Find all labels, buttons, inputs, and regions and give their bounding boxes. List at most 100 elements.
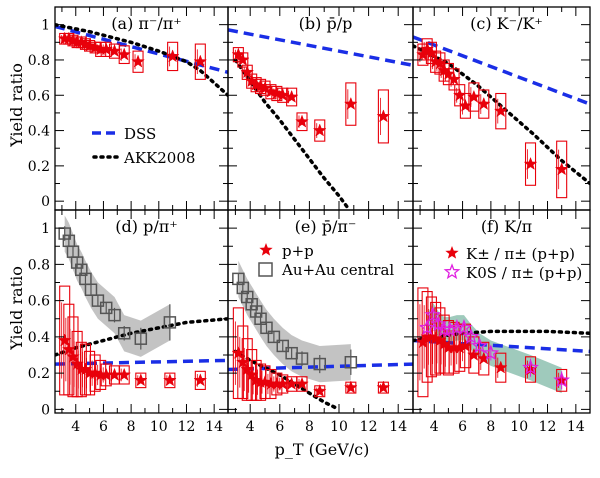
x-tick-label: 14	[205, 419, 223, 435]
pp-marker	[61, 342, 76, 356]
pp-marker	[57, 333, 72, 347]
pp-marker	[493, 103, 508, 117]
pp-marker	[235, 355, 250, 369]
pp-marker	[131, 54, 145, 68]
pp-marker	[312, 123, 327, 137]
panel-e: 4 6 8 10 12 14 (e) p̄/π⁻	[227, 209, 414, 435]
k0s-marker	[455, 319, 473, 335]
auau-marker	[163, 316, 177, 329]
panel-title: (d) p/π⁺	[115, 217, 177, 236]
legend-kpm-marker	[445, 246, 459, 259]
k0s-marker	[553, 371, 571, 388]
legend-dss-label: DSS	[124, 125, 156, 143]
x-tick-label: 8	[127, 419, 136, 435]
panel-a: 0 0.2 0.4 0.6 0.8 1 (a) π⁻/π⁺	[28, 6, 229, 211]
pp-marker	[458, 98, 473, 112]
pp-sys-box	[194, 370, 206, 390]
y-tick-label: 0	[41, 402, 50, 418]
pp-sys-box	[296, 376, 308, 392]
y-tick-label: 0.8	[28, 257, 50, 273]
pp-sys-box	[524, 142, 537, 186]
pp-marker	[312, 384, 327, 398]
panel-frame	[412, 209, 591, 414]
x-tick-label: 8	[486, 419, 495, 435]
panel-d: 00.20.40.60.814 6 8 10 12 14(d) p/π⁺	[28, 209, 229, 435]
pp-marker	[476, 96, 491, 110]
dss-curve	[55, 358, 228, 366]
y-axis-label-bottom: Yield ratio	[7, 266, 26, 351]
pp-sys-box	[524, 356, 537, 383]
pp-sys-box	[417, 287, 429, 398]
plot-area-e	[228, 260, 413, 412]
y-tick-label: 1	[41, 18, 50, 34]
x-tick-label: 6	[99, 419, 108, 435]
pp-marker	[523, 156, 538, 170]
pp-marker	[343, 96, 358, 110]
pp-sys-box	[164, 372, 176, 389]
y-tick-label: 0.4	[28, 124, 50, 140]
pp-marker	[269, 86, 284, 100]
pp-marker	[441, 66, 456, 80]
k0s-marker	[522, 358, 539, 375]
y-axis-label-top: Yield ratio	[7, 63, 26, 148]
pp-marker	[99, 42, 114, 56]
pp-marker	[295, 114, 309, 128]
y-tick-label: 0.4	[28, 330, 50, 346]
auau-marker	[58, 227, 71, 240]
x-tick-label: 14	[389, 419, 407, 435]
pp-marker	[193, 54, 208, 68]
y-tick-label: 0.6	[28, 88, 50, 104]
x-axis-label: p_T (GeV/c)	[275, 440, 370, 459]
auau-marker	[75, 263, 88, 277]
pp-sys-box	[118, 45, 130, 65]
pp-sys-box	[135, 372, 147, 389]
x-tick-label: 10	[330, 419, 348, 435]
legend-k0s-marker	[443, 263, 461, 280]
pp-marker	[258, 374, 272, 389]
pp-marker	[452, 88, 467, 102]
pp-sys-box	[478, 89, 490, 119]
auau-marker	[267, 330, 281, 344]
pp-sys-box	[132, 50, 144, 73]
pp-sys-box	[495, 352, 507, 383]
y-tick-label: 1	[41, 221, 50, 237]
pp-marker	[244, 367, 259, 381]
x-tick-label: 14	[567, 419, 585, 435]
pp-marker	[554, 162, 569, 176]
model-legend: DSS AKK2008	[92, 125, 195, 167]
pp-marker	[493, 360, 508, 374]
pp-marker	[416, 335, 430, 349]
pp-sys-box	[448, 68, 460, 91]
k0s-marker	[435, 320, 453, 337]
k0s-marker	[482, 344, 500, 361]
pp-marker	[284, 89, 299, 103]
panel-b: (b) p̄/p	[227, 6, 414, 211]
auau-marker	[295, 352, 309, 365]
pp-marker	[447, 72, 461, 86]
legend-k0s-label: K0S / π± (p+p)	[466, 264, 582, 282]
auau-band	[64, 215, 170, 357]
panel-title: (e) p̄/π⁻	[295, 217, 357, 236]
pp-marker	[343, 380, 358, 394]
pp-sys-box	[296, 112, 308, 132]
k0s-marker	[424, 306, 442, 323]
pp-marker	[66, 349, 80, 363]
panel-title: (a) π⁻/π⁺	[111, 14, 181, 33]
pp-sys-box	[478, 341, 490, 376]
x-tick-label: 6	[275, 419, 284, 435]
pp-sys-box	[345, 82, 357, 126]
pp-marker	[70, 356, 85, 370]
y-tick-label: 0	[41, 194, 50, 210]
pp-sys-box	[556, 140, 568, 199]
x-tick-label: 10	[510, 419, 528, 435]
pp-sys-box	[167, 41, 179, 72]
pp-marker	[133, 373, 148, 387]
x-tick-label: 4	[246, 419, 255, 435]
x-tick-label: 10	[150, 419, 168, 435]
x-tick-label: 8	[305, 419, 314, 435]
y-tick-label: 0.6	[28, 294, 50, 310]
auau-marker	[344, 356, 358, 369]
legend-pp-marker	[259, 243, 273, 256]
pp-sys-box	[417, 43, 429, 66]
